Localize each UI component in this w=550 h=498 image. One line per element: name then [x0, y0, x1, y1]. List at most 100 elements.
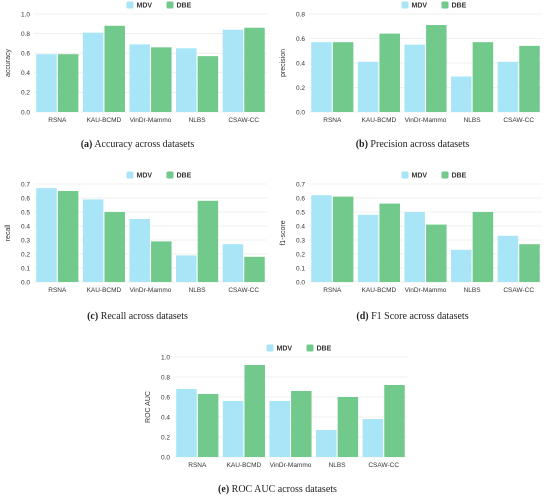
x-tick-label: CSAW-CC — [368, 462, 399, 469]
x-tick-label: NLBS — [464, 287, 482, 294]
legend-label: DBE — [452, 3, 467, 10]
y-tick-label: 0.8 — [161, 374, 170, 381]
caption-roc-auc: (e) ROC AUC across datasets — [140, 484, 415, 495]
x-tick-label: CSAW-CC — [228, 287, 259, 294]
y-tick-label: 0.0 — [161, 454, 170, 461]
legend: MDV DBE — [401, 171, 467, 180]
legend: MDV DBE — [126, 171, 192, 180]
bar-mdv-kau-bcmd — [82, 32, 104, 113]
bar-mdv-kau-bcmd — [357, 61, 379, 112]
x-tick-label: RSNA — [188, 462, 207, 469]
caption-label: (d) — [356, 311, 369, 322]
bar-dbe-vindr-mammo — [151, 241, 172, 282]
bar-mdv-vindr-mammo — [129, 219, 150, 282]
y-tick-label: 0.2 — [296, 251, 305, 258]
bar-mdv-vindr-mammo — [404, 212, 425, 282]
x-tick-label: KAU-BCMD — [87, 117, 122, 124]
bar-dbe-kau-bcmd — [379, 203, 400, 282]
roc-auc-bar-chart: 0.0 0.2 0.4 0.6 0.8 1.0 ROC AUC RSNA KAU-BCMD Vin… — [145, 344, 407, 469]
bar-dbe-vindr-mammo — [426, 224, 447, 282]
x-tick-label: NLBS — [329, 462, 347, 469]
x-tick-label: CSAW-CC — [503, 117, 534, 124]
caption-text: Accuracy across datasets — [94, 139, 195, 150]
legend-swatch — [441, 1, 449, 9]
caption-f1: (d) F1 Score across datasets — [275, 311, 550, 322]
y-tick-label: 0.0 — [296, 109, 305, 116]
y-tick-label: 0.2 — [21, 251, 30, 258]
legend-swatch — [401, 171, 409, 179]
bar-dbe-rsna — [197, 394, 219, 457]
legend-swatch — [126, 171, 134, 179]
bar-dbe-csaw-cc — [244, 27, 265, 112]
x-tick-label: CSAW-CC — [503, 287, 534, 294]
y-tick-label: 1.0 — [161, 354, 170, 361]
x-tick-label: KAU-BCMD — [362, 287, 397, 294]
bar-mdv-csaw-cc — [497, 61, 519, 112]
x-tick-label: VinDr-Mammo — [130, 117, 172, 124]
legend-swatch — [401, 1, 409, 9]
caption-text: Precision across datasets — [370, 139, 470, 150]
y-tick-label: 0.8 — [296, 11, 305, 18]
bar-dbe-nlbs — [197, 200, 219, 282]
caption-recall: (c) Recall across datasets — [0, 311, 275, 322]
x-tick-label: NLBS — [189, 287, 207, 294]
f1-bar-chart: 0.0 0.1 0.2 0.3 0.4 0.5 0.6 0.7 f1-score RSNA KAU-… — [280, 171, 542, 294]
bar-dbe-csaw-cc — [384, 385, 405, 457]
chart-panel-precision: 0.0 0.2 0.4 0.6 0.8 precision RSNA KAU-BCMD VinD… — [275, 0, 550, 128]
y-tick-label: 0.6 — [161, 394, 170, 401]
bar-dbe-kau-bcmd — [104, 25, 125, 112]
bar-dbe-vindr-mammo — [151, 47, 172, 112]
y-tick-label: 0.4 — [21, 223, 30, 230]
legend-label: MDV — [412, 173, 428, 180]
x-tick-label: RSNA — [323, 287, 342, 294]
y-tick-label: 0.0 — [21, 279, 30, 286]
legend-label: MDV — [137, 3, 153, 10]
caption-label: (a) — [80, 139, 93, 150]
y-axis-label: precision — [280, 49, 287, 77]
y-axis-label: recall — [5, 224, 12, 241]
legend-swatch — [126, 1, 134, 9]
legend-swatch — [266, 344, 274, 352]
bar-mdv-nlbs — [316, 430, 337, 457]
legend-label: MDV — [277, 346, 293, 353]
x-tick-label: KAU-BCMD — [227, 462, 262, 469]
caption-accuracy: (a) Accuracy across datasets — [0, 139, 275, 150]
caption-precision: (b) Precision across datasets — [275, 139, 550, 150]
bar-mdv-vindr-mammo — [129, 44, 150, 112]
chart-panel-roc-auc: 0.0 0.2 0.4 0.6 0.8 1.0 ROC AUC RSNA KAU-BCMD Vin… — [140, 343, 415, 473]
bar-dbe-csaw-cc — [519, 45, 540, 112]
y-tick-label: 0.0 — [21, 109, 30, 116]
y-tick-label: 0.6 — [296, 36, 305, 43]
chart-panel-f1: 0.0 0.1 0.2 0.3 0.4 0.5 0.6 0.7 f1-score RSNA KAU-… — [275, 170, 550, 298]
bar-dbe-nlbs — [472, 42, 494, 112]
bar-mdv-rsna — [36, 188, 57, 282]
legend: MDV DBE — [401, 1, 467, 10]
y-tick-label: 0.4 — [296, 60, 305, 67]
y-tick-label: 0.6 — [21, 51, 30, 58]
legend: MDV DBE — [126, 1, 192, 10]
bar-dbe-kau-bcmd — [244, 365, 265, 457]
accuracy-bar-chart: 0.0 0.2 0.4 0.6 0.8 1.0 accuracy RSNA KAU-BCMD Vi… — [5, 1, 267, 124]
caption-text: Recall across datasets — [100, 311, 188, 322]
bar-mdv-rsna — [36, 54, 57, 112]
x-tick-label: RSNA — [48, 117, 67, 124]
bar-dbe-nlbs — [472, 212, 494, 282]
bar-dbe-vindr-mammo — [291, 391, 312, 457]
legend-label: DBE — [317, 346, 332, 353]
bar-mdv-kau-bcmd — [222, 401, 244, 457]
bar-mdv-rsna — [311, 42, 332, 112]
bar-dbe-vindr-mammo — [426, 25, 447, 112]
y-tick-label: 0.4 — [21, 70, 30, 77]
caption-label: (b) — [355, 139, 368, 150]
bar-mdv-vindr-mammo — [269, 401, 290, 457]
bar-dbe-nlbs — [197, 56, 219, 112]
bar-mdv-csaw-cc — [222, 244, 244, 282]
bar-mdv-csaw-cc — [362, 419, 384, 457]
legend-swatch — [306, 344, 314, 352]
y-tick-label: 0.0 — [296, 279, 305, 286]
legend-swatch — [166, 1, 174, 9]
bar-dbe-nlbs — [337, 397, 359, 457]
y-tick-label: 0.2 — [161, 434, 170, 441]
caption-text: F1 Score across datasets — [371, 311, 469, 322]
legend-swatch — [441, 171, 449, 179]
